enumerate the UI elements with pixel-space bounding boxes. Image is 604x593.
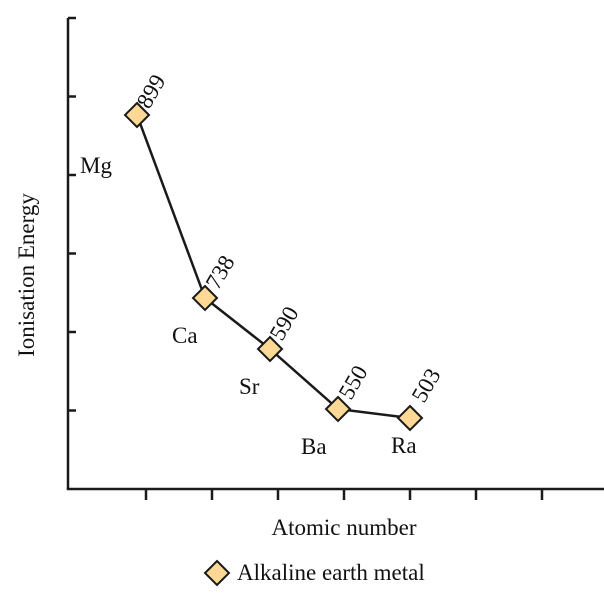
axes <box>66 16 604 500</box>
data-point-ra <box>396 404 424 432</box>
x-axis-ticks <box>144 489 544 500</box>
data-point-sr <box>256 335 284 363</box>
legend: Alkaline earth metal <box>203 559 425 587</box>
legend-diamond-icon <box>203 559 231 587</box>
element-label-mg: Mg <box>80 153 112 178</box>
element-label-sr: Sr <box>239 374 260 399</box>
data-point-ca <box>191 284 219 312</box>
element-label-ba: Ba <box>301 434 327 459</box>
data-point-ba <box>324 395 352 423</box>
y-axis-ticks <box>68 16 76 412</box>
y-axis-label: Ionisation Energy <box>14 193 39 357</box>
element-label-ra: Ra <box>391 433 417 458</box>
legend-label: Alkaline earth metal <box>237 560 425 585</box>
element-label-ca: Ca <box>172 323 198 348</box>
x-axis-label: Atomic number <box>272 515 417 540</box>
data-points <box>123 101 424 432</box>
data-point-mg <box>123 101 151 129</box>
value-label-ra: 503 <box>407 364 446 406</box>
